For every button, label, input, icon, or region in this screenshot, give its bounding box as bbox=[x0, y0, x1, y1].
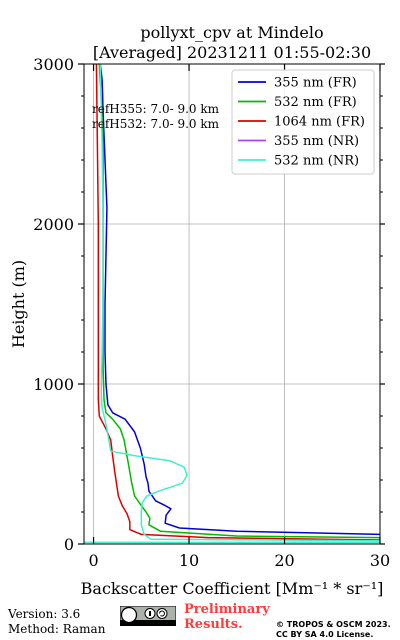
preliminary-notice: Preliminary Results. bbox=[184, 602, 270, 632]
y-tick-label: 0 bbox=[64, 535, 74, 554]
series-line bbox=[95, 64, 380, 541]
y-tick-label: 2000 bbox=[33, 215, 74, 234]
y-tick-label: 3000 bbox=[33, 55, 74, 74]
cc-by-sa-logo bbox=[120, 606, 176, 626]
legend-label: 1064 nm (FR) bbox=[274, 115, 365, 130]
chart-title: pollyxt_cpv at Mindelo bbox=[140, 23, 323, 42]
x-tick-label: 10 bbox=[179, 551, 199, 570]
series-line bbox=[99, 64, 380, 536]
ref-annotation-355: refH355: 7.0- 9.0 km bbox=[92, 102, 220, 116]
legend-label: 355 nm (FR) bbox=[274, 76, 357, 91]
x-tick-label: 0 bbox=[88, 551, 98, 570]
copyright-line-2: CC BY SA 4.0 License. bbox=[276, 629, 374, 639]
ref-annotation-532: refH532: 7.0- 9.0 km bbox=[92, 117, 220, 131]
copyright-notice: © TROPOS & OSCM 2023. CC BY SA 4.0 Licen… bbox=[276, 620, 391, 639]
version-text: Version: 3.6 bbox=[8, 607, 81, 621]
copyright-line-1: © TROPOS & OSCM 2023. bbox=[276, 620, 391, 629]
chart-subtitle: [Averaged] 20231211 01:55-02:30 bbox=[93, 43, 371, 62]
legend: 355 nm (FR) 532 nm (FR) 1064 nm (FR) 355 nm… bbox=[231, 69, 375, 175]
legend-label: 532 nm (FR) bbox=[274, 95, 357, 110]
axis-ticks: 0 10 20 30 0 1000 2000 3000 bbox=[33, 55, 390, 570]
preliminary-line-1: Preliminary bbox=[184, 602, 270, 617]
x-tick-label: 20 bbox=[274, 551, 294, 570]
series-line bbox=[84, 64, 380, 544]
x-tick-label: 30 bbox=[370, 551, 390, 570]
preliminary-line-2: Results. bbox=[184, 617, 243, 632]
series-group bbox=[84, 64, 380, 544]
y-axis-label: Height (m) bbox=[9, 260, 28, 348]
method-text: Method: Raman bbox=[8, 622, 106, 636]
legend-box bbox=[231, 69, 375, 175]
plot-frame bbox=[83, 63, 381, 545]
legend-label: 355 nm (NR) bbox=[274, 134, 359, 149]
legend-label: 532 nm (NR) bbox=[274, 154, 359, 169]
y-tick-label: 1000 bbox=[33, 375, 74, 394]
x-axis-label: Backscatter Coefficient [Mm⁻¹ * sr⁻¹] bbox=[81, 579, 384, 598]
